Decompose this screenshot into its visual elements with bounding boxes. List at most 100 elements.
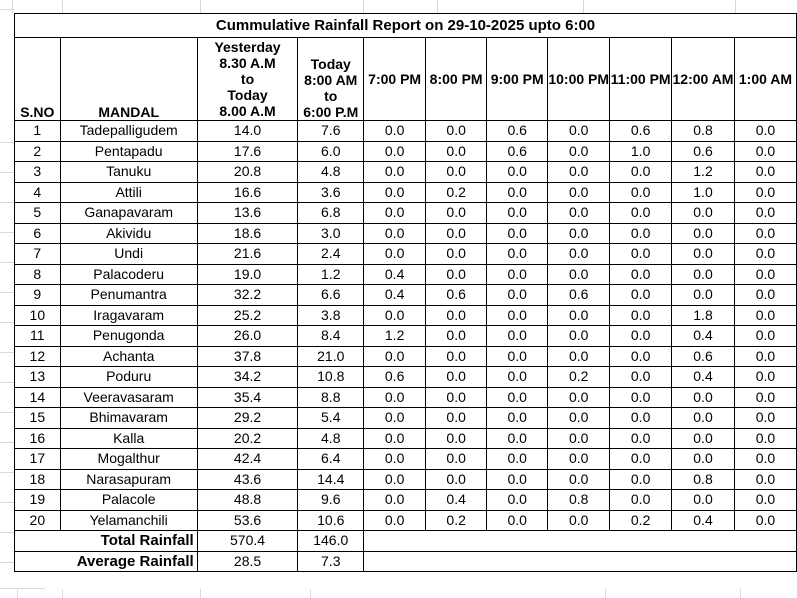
mandal-name-cell[interactable]: Tanuku xyxy=(59,161,198,183)
yesterday-value-cell[interactable]: 48.8 xyxy=(196,489,299,511)
row-number-cell[interactable]: 7 xyxy=(14,243,61,265)
yesterday-value-cell[interactable]: 26.0 xyxy=(196,325,299,347)
header-today-range[interactable]: Today 8:00 AM to 6:00 P.M xyxy=(297,37,365,121)
hourly-value-cell[interactable]: 0.0 xyxy=(609,263,673,285)
hourly-value-cell[interactable]: 0.6 xyxy=(486,120,549,142)
hourly-value-cell[interactable]: 0.0 xyxy=(363,161,427,183)
hourly-value-cell[interactable]: 0.0 xyxy=(671,243,735,265)
yesterday-value-cell[interactable]: 21.6 xyxy=(196,243,299,265)
hourly-value-cell[interactable]: 0.0 xyxy=(733,243,797,265)
today-value-cell[interactable]: 1.2 xyxy=(297,263,365,285)
today-value-cell[interactable]: 10.8 xyxy=(297,366,365,388)
row-number-cell[interactable]: 5 xyxy=(14,202,61,224)
hourly-value-cell[interactable]: 0.0 xyxy=(363,140,427,162)
today-value-cell[interactable]: 6.4 xyxy=(297,448,365,470)
hourly-value-cell[interactable]: 0.0 xyxy=(547,325,611,347)
row-number-cell[interactable]: 1 xyxy=(14,120,61,142)
hourly-value-cell[interactable]: 0.6 xyxy=(671,140,735,162)
hourly-value-cell[interactable]: 0.2 xyxy=(547,366,611,388)
hourly-value-cell[interactable]: 0.0 xyxy=(609,243,673,265)
mandal-name-cell[interactable]: Attili xyxy=(59,181,198,203)
average-yesterday-value[interactable]: 28.5 xyxy=(196,550,299,572)
hourly-value-cell[interactable]: 0.0 xyxy=(486,509,549,531)
hourly-value-cell[interactable]: 0.0 xyxy=(609,427,673,449)
header-time-7pm[interactable]: 7:00 PM xyxy=(363,37,427,121)
mandal-name-cell[interactable]: Tadepalligudem xyxy=(59,120,198,142)
hourly-value-cell[interactable]: 0.0 xyxy=(733,202,797,224)
hourly-value-cell[interactable]: 0.0 xyxy=(425,468,488,490)
mandal-name-cell[interactable]: Palacoderu xyxy=(59,263,198,285)
hourly-value-cell[interactable]: 0.4 xyxy=(671,325,735,347)
hourly-value-cell[interactable]: 0.0 xyxy=(425,427,488,449)
hourly-value-cell[interactable]: 0.0 xyxy=(609,366,673,388)
yesterday-value-cell[interactable]: 20.2 xyxy=(196,427,299,449)
hourly-value-cell[interactable]: 0.0 xyxy=(609,304,673,326)
yesterday-value-cell[interactable]: 34.2 xyxy=(196,366,299,388)
hourly-value-cell[interactable]: 0.0 xyxy=(425,366,488,388)
today-value-cell[interactable]: 10.6 xyxy=(297,509,365,531)
hourly-value-cell[interactable]: 0.0 xyxy=(425,345,488,367)
hourly-value-cell[interactable]: 0.0 xyxy=(671,386,735,408)
hourly-value-cell[interactable]: 0.0 xyxy=(733,161,797,183)
header-yesterday-range[interactable]: Yesterday 8.30 A.M to Today 8.00 A.M xyxy=(196,37,299,121)
hourly-value-cell[interactable]: 0.0 xyxy=(363,489,427,511)
row-number-cell[interactable]: 2 xyxy=(14,140,61,162)
hourly-value-cell[interactable]: 0.0 xyxy=(609,284,673,306)
hourly-value-cell[interactable]: 0.0 xyxy=(671,407,735,429)
hourly-value-cell[interactable]: 0.0 xyxy=(609,407,673,429)
yesterday-value-cell[interactable]: 18.6 xyxy=(196,222,299,244)
hourly-value-cell[interactable]: 0.0 xyxy=(609,448,673,470)
hourly-value-cell[interactable]: 0.6 xyxy=(609,120,673,142)
hourly-value-cell[interactable]: 0.0 xyxy=(425,161,488,183)
hourly-value-cell[interactable]: 0.0 xyxy=(425,243,488,265)
hourly-value-cell[interactable]: 0.0 xyxy=(425,140,488,162)
today-value-cell[interactable]: 8.8 xyxy=(297,386,365,408)
hourly-value-cell[interactable]: 0.0 xyxy=(363,202,427,224)
header-sno[interactable]: S.NO xyxy=(14,37,61,121)
header-time-11pm[interactable]: 11:00 PM xyxy=(609,37,673,121)
row-number-cell[interactable]: 15 xyxy=(14,407,61,429)
hourly-value-cell[interactable]: 0.0 xyxy=(363,427,427,449)
mandal-name-cell[interactable]: Penumantra xyxy=(59,284,198,306)
today-value-cell[interactable]: 7.6 xyxy=(297,120,365,142)
hourly-value-cell[interactable]: 0.0 xyxy=(733,120,797,142)
hourly-value-cell[interactable]: 0.0 xyxy=(733,489,797,511)
hourly-value-cell[interactable]: 0.0 xyxy=(733,509,797,531)
hourly-value-cell[interactable]: 0.6 xyxy=(363,366,427,388)
today-value-cell[interactable]: 3.8 xyxy=(297,304,365,326)
hourly-value-cell[interactable]: 0.0 xyxy=(547,345,611,367)
hourly-value-cell[interactable]: 0.8 xyxy=(547,489,611,511)
yesterday-value-cell[interactable]: 35.4 xyxy=(196,386,299,408)
hourly-value-cell[interactable]: 0.0 xyxy=(671,284,735,306)
header-mandal[interactable]: MANDAL xyxy=(59,37,198,121)
hourly-value-cell[interactable]: 0.4 xyxy=(671,366,735,388)
hourly-value-cell[interactable]: 0.0 xyxy=(609,386,673,408)
hourly-value-cell[interactable]: 0.0 xyxy=(547,161,611,183)
hourly-value-cell[interactable]: 0.0 xyxy=(733,263,797,285)
hourly-value-cell[interactable]: 0.0 xyxy=(486,222,549,244)
hourly-value-cell[interactable]: 0.0 xyxy=(547,243,611,265)
hourly-value-cell[interactable]: 0.2 xyxy=(425,181,488,203)
hourly-value-cell[interactable]: 0.0 xyxy=(547,120,611,142)
hourly-value-cell[interactable]: 0.0 xyxy=(425,407,488,429)
today-value-cell[interactable]: 2.4 xyxy=(297,243,365,265)
hourly-value-cell[interactable]: 0.0 xyxy=(425,448,488,470)
hourly-value-cell[interactable]: 0.0 xyxy=(671,222,735,244)
total-rainfall-label[interactable]: Total Rainfall xyxy=(14,530,198,552)
hourly-value-cell[interactable]: 0.0 xyxy=(671,263,735,285)
hourly-value-cell[interactable]: 0.0 xyxy=(547,263,611,285)
hourly-value-cell[interactable]: 0.0 xyxy=(363,386,427,408)
hourly-value-cell[interactable]: 0.4 xyxy=(671,509,735,531)
hourly-value-cell[interactable]: 0.0 xyxy=(363,120,427,142)
hourly-value-cell[interactable]: 1.0 xyxy=(671,181,735,203)
hourly-value-cell[interactable]: 0.0 xyxy=(486,284,549,306)
hourly-value-cell[interactable]: 0.0 xyxy=(425,325,488,347)
hourly-value-cell[interactable]: 1.2 xyxy=(671,161,735,183)
hourly-value-cell[interactable]: 0.0 xyxy=(547,407,611,429)
header-time-10pm[interactable]: 10:00 PM xyxy=(547,37,611,121)
mandal-name-cell[interactable]: Poduru xyxy=(59,366,198,388)
row-number-cell[interactable]: 18 xyxy=(14,468,61,490)
hourly-value-cell[interactable]: 0.0 xyxy=(733,181,797,203)
hourly-value-cell[interactable]: 0.0 xyxy=(363,304,427,326)
hourly-value-cell[interactable]: 0.0 xyxy=(547,222,611,244)
